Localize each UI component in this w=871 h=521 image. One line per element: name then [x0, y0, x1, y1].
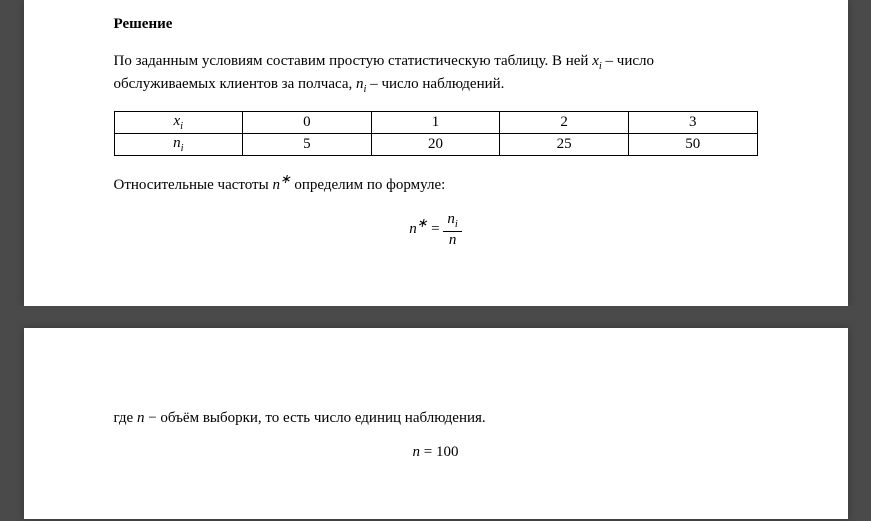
formula1-denominator: n: [443, 232, 461, 249]
row2-label-var: n: [173, 135, 181, 151]
freq-text-1: Относительные частоты: [114, 177, 273, 193]
table-cell: 20: [371, 134, 500, 156]
formula1-den-var: n: [449, 232, 457, 248]
formula-1: n∗ = ni n: [114, 211, 758, 248]
page-2: где n − объём выборки, то есть число еди…: [24, 328, 848, 519]
formula1-lhs-var: n: [409, 221, 417, 237]
formula1-lhs-sup: ∗: [417, 216, 428, 230]
table-cell: 25: [500, 134, 629, 156]
table-cell: 3: [628, 112, 757, 134]
freq-paragraph: Относительные частоты n∗ определим по фо…: [114, 170, 758, 197]
formula1-numerator: ni: [443, 211, 461, 232]
nstar-var-letter: n: [272, 177, 280, 193]
row1-label-sub: i: [180, 121, 183, 132]
intro-text-1: По заданным условиям составим простую ст…: [114, 53, 593, 69]
ni-var-letter: n: [356, 76, 364, 92]
xi-var-letter: x: [592, 53, 599, 69]
page2-text-2: − объём выборки, то есть число единиц на…: [144, 410, 485, 426]
intro-paragraph: По заданным условиям составим простую ст…: [114, 51, 758, 97]
page-gap: [0, 306, 871, 328]
xi-variable: xi: [592, 53, 602, 69]
nstar-var-sup: ∗: [280, 172, 291, 186]
table-row: xi 0 1 2 3: [114, 112, 757, 134]
formula2-eq: =: [420, 444, 436, 460]
nstar-variable: n∗: [272, 177, 290, 193]
formula-2: n = 100: [114, 444, 758, 461]
formula1-lhs: n∗: [409, 221, 427, 237]
table-cell: 0: [243, 112, 372, 134]
formula1-fraction: ni n: [443, 211, 461, 248]
row1-label: xi: [174, 113, 184, 129]
row2-label: ni: [173, 135, 183, 151]
solution-heading: Решение: [114, 16, 758, 33]
ni-variable: ni: [356, 76, 366, 92]
formula1-eq: =: [427, 221, 443, 237]
table-cell: 50: [628, 134, 757, 156]
table-cell: 5: [243, 134, 372, 156]
formula1-num-sub: i: [455, 219, 458, 230]
table-cell: 1: [371, 112, 500, 134]
page2-paragraph: где n − объём выборки, то есть число еди…: [114, 408, 758, 430]
row2-label-cell: ni: [114, 134, 243, 156]
row1-label-cell: xi: [114, 112, 243, 134]
page-1: Решение По заданным условиям составим пр…: [24, 0, 848, 306]
formula1-num-var: n: [447, 211, 455, 227]
intro-text-3: – число наблюдений.: [366, 76, 504, 92]
table-cell: 2: [500, 112, 629, 134]
stats-table: xi 0 1 2 3 ni 5 20 25 50: [114, 111, 758, 156]
table-row: ni 5 20 25 50: [114, 134, 757, 156]
formula2-lhs: n: [413, 444, 421, 460]
row2-label-sub: i: [181, 143, 184, 154]
formula2-rhs: 100: [436, 444, 459, 460]
page2-text-1: где: [114, 410, 137, 426]
freq-text-2: определим по формуле:: [291, 177, 446, 193]
